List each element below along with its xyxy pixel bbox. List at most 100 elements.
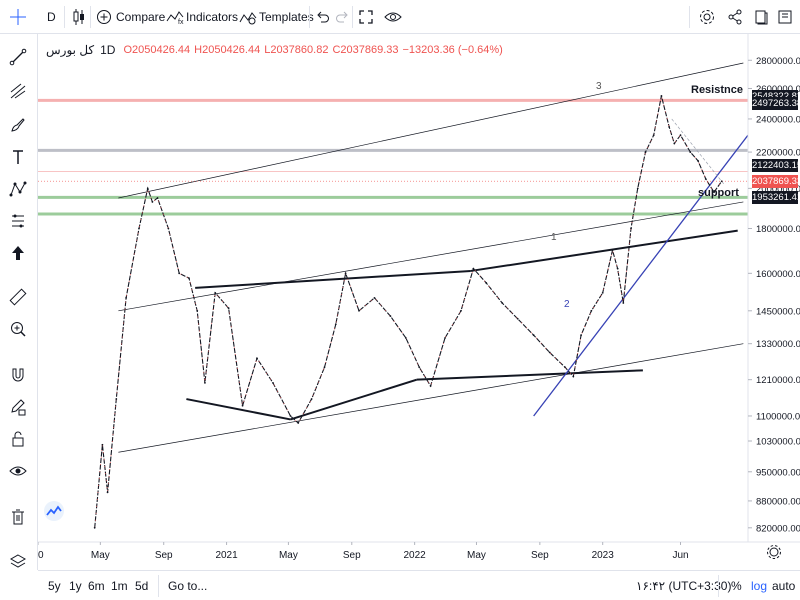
remove-drawings-tool[interactable] — [7, 506, 29, 528]
goto-date-button[interactable]: Go to... — [168, 571, 207, 600]
range-label: 1m — [111, 578, 128, 593]
price-point — [668, 126, 671, 128]
wedge-trendline — [416, 369, 643, 381]
bottom-toolbar: 5y 1y 6m 1m 5d Go to... ۱۶:۴۲ (UTC+3:30)… — [38, 570, 800, 600]
price-tick-label: 2400000.00 — [756, 114, 800, 125]
tradingview-logo[interactable] — [44, 501, 64, 521]
price-point — [358, 309, 360, 312]
price-point — [256, 357, 258, 360]
undo-icon — [317, 11, 329, 23]
lock-all-tool[interactable] — [7, 428, 29, 450]
pattern-tool[interactable] — [7, 178, 29, 200]
lock-drawing-tool[interactable] — [7, 396, 29, 418]
clock-label: ۱۶:۴۲ (UTC+3:30) — [636, 578, 732, 593]
indicators-icon: fx — [166, 11, 184, 25]
publish-button[interactable] — [777, 0, 793, 34]
price-point — [501, 302, 504, 304]
log-scale-button[interactable]: log — [751, 571, 767, 600]
trendline-tool[interactable] — [7, 46, 29, 68]
range-6m-button[interactable]: 6m — [88, 571, 105, 600]
compare-label: Compare — [116, 10, 166, 24]
share-icon — [728, 9, 742, 25]
price-point — [472, 267, 475, 270]
zoom-tool[interactable] — [7, 318, 29, 340]
pattern-icon — [9, 181, 27, 197]
time-tick-label: Sep — [155, 550, 173, 561]
layers-icon — [9, 554, 27, 568]
templates-button[interactable]: Templates — [239, 0, 314, 34]
text-tool[interactable] — [7, 146, 29, 168]
timeframe-button[interactable]: D — [47, 0, 56, 34]
range-1m-button[interactable]: 1m — [111, 571, 128, 600]
timezone-button[interactable]: ۱۶:۴۲ (UTC+3:30) — [636, 571, 731, 600]
share-button[interactable] — [727, 0, 743, 34]
legend-low: L2037860.82 — [264, 44, 329, 56]
time-tick-label: Jun — [672, 550, 688, 561]
zoom-in-icon — [11, 322, 26, 337]
cursor-tool[interactable] — [7, 242, 29, 264]
measure-tool[interactable] — [7, 286, 29, 308]
chart-settings-button[interactable] — [767, 545, 781, 559]
redo-button[interactable] — [334, 0, 350, 34]
fullscreen-button[interactable] — [358, 0, 374, 34]
pitchfork-tool[interactable] — [7, 80, 29, 102]
range-5d-button[interactable]: 5d — [135, 571, 148, 600]
brush-tool[interactable] — [7, 114, 29, 136]
price-point — [720, 180, 723, 183]
prediction-icon — [12, 214, 24, 228]
price-point — [241, 404, 244, 407]
lock-icon — [12, 431, 24, 447]
price-point — [115, 398, 118, 400]
hide-drawings-tool[interactable] — [7, 460, 29, 482]
price-point — [630, 227, 632, 230]
price-point — [532, 334, 535, 337]
undo-button[interactable] — [315, 0, 331, 34]
price-chart[interactable]: 2800000.00 2600000.00 2400000.00 2200000.00… — [38, 34, 800, 570]
toolbar-divider — [352, 6, 353, 28]
time-axis[interactable]: 20 May Sep 2021 May Sep 2022 May Sep 2023 Jun — [38, 542, 689, 561]
price-tick-label: 2000000.00 — [756, 184, 800, 195]
logo-badge — [44, 501, 64, 521]
eye-icon — [384, 12, 402, 22]
channel-trendline — [118, 62, 744, 199]
snapshot-button[interactable] — [753, 0, 769, 34]
candle-style-button[interactable] — [71, 0, 87, 34]
price-point — [572, 375, 575, 378]
price-point — [652, 134, 655, 137]
range-1y-button[interactable]: 1y — [69, 571, 82, 600]
price-tag: 1953261.41 — [752, 190, 800, 204]
price-axis[interactable]: 2800000.00 2600000.00 2400000.00 2200000.00… — [748, 56, 800, 535]
minor-downtrend-line — [671, 118, 725, 185]
range-label: 1y — [69, 578, 82, 593]
text-icon — [13, 150, 23, 164]
percent-scale-button[interactable]: % — [731, 571, 742, 600]
settings-button[interactable] — [698, 0, 716, 34]
magnet-tool[interactable] — [7, 364, 29, 386]
crosshair-tool[interactable] — [7, 6, 29, 28]
price-tag: 2497263.38 — [752, 97, 800, 111]
range-label: 5y — [48, 578, 61, 593]
range-5y-button[interactable]: 5y — [48, 571, 61, 600]
indicators-button[interactable]: fx Indicators — [166, 0, 238, 34]
wave-3-label: 3 — [596, 81, 602, 92]
symbol-name[interactable]: کل بورس — [46, 43, 95, 57]
price-point — [673, 142, 676, 145]
plus-circle-icon — [97, 10, 111, 24]
brush-icon — [11, 118, 25, 132]
wedge-trendline — [290, 378, 418, 421]
ohlc-legend: کل بورس 1D O2050426.44 H2050426.44 L2037… — [46, 42, 507, 58]
prediction-tool[interactable] — [7, 210, 29, 232]
price-point — [622, 302, 625, 304]
gear-icon — [700, 10, 714, 24]
auto-label: auto — [772, 578, 796, 593]
legend-change: −13203.36 (−0.64%) — [402, 44, 503, 56]
screenshot-button[interactable] — [384, 0, 402, 34]
wave-2-label: 2 — [564, 299, 570, 310]
price-tick-label: 2600000.00 — [756, 84, 800, 95]
crosshair-icon — [10, 9, 26, 25]
price-point — [564, 366, 566, 369]
auto-scale-button[interactable]: auto — [772, 571, 795, 600]
object-tree-tool[interactable] — [7, 550, 29, 572]
resistance-label: Resistnce — [691, 84, 743, 96]
compare-button[interactable]: Compare — [96, 0, 165, 34]
